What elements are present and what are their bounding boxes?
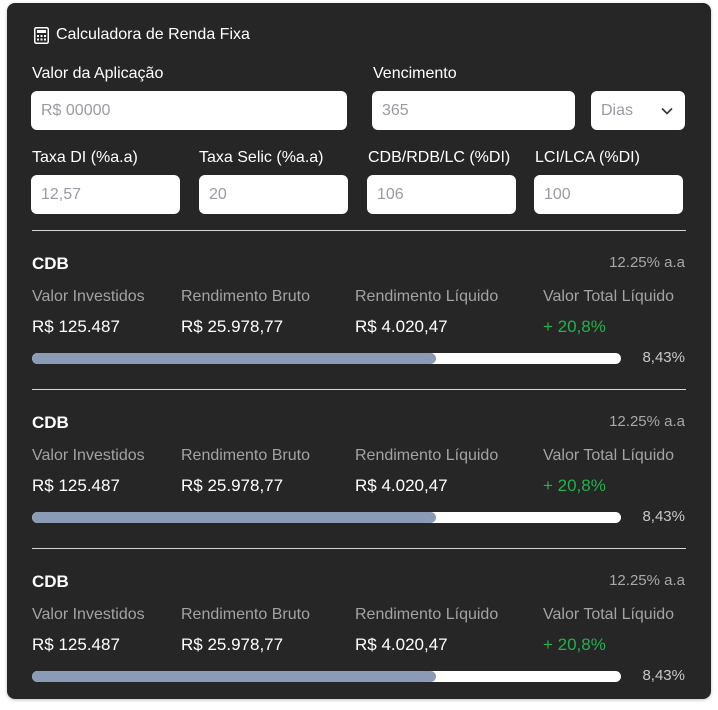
taxa-selic-placeholder: 20	[209, 185, 227, 203]
valor-total-liquido-label: Valor Total Líquido	[543, 447, 675, 464]
section-divider	[32, 230, 686, 231]
lci-lca-placeholder: 100	[544, 185, 571, 203]
valor-aplicacao-label: Valor da Aplicação	[32, 65, 164, 82]
taxa-di-label: Taxa DI (%a.a)	[32, 149, 138, 166]
page-title: Calculadora de Renda Fixa	[56, 26, 250, 43]
valor-investidos-value: R$ 125.487	[32, 476, 120, 495]
progress-percent: 8,43%	[642, 667, 685, 684]
lci-lca-input[interactable]: 100	[534, 175, 683, 214]
period-unit-value: Dias	[601, 101, 634, 119]
valor-investidos-value: R$ 125.487	[32, 317, 120, 336]
valor-total-liquido-value: + 20,8%	[543, 476, 606, 495]
rendimento-liquido-value: R$ 4.020,47	[355, 635, 448, 654]
valor-investidos-value: R$ 125.487	[32, 635, 120, 654]
rendimento-bruto-label: Rendimento Bruto	[181, 288, 310, 305]
taxa-di-input[interactable]: 12,57	[31, 175, 180, 214]
investment-name: CDB	[32, 254, 69, 273]
valor-aplicacao-input[interactable]: R$ 00000	[31, 91, 347, 130]
vencimento-label: Vencimento	[373, 65, 457, 82]
rendimento-liquido-label: Rendimento Líquido	[355, 606, 499, 623]
rendimento-bruto-value: R$ 25.978,77	[181, 635, 284, 654]
valor-aplicacao-placeholder: R$ 00000	[41, 101, 111, 119]
cdb-rdb-lc-input[interactable]: 106	[367, 175, 516, 214]
investment-name: CDB	[32, 572, 69, 591]
rendimento-bruto-value: R$ 25.978,77	[181, 317, 284, 336]
card-header: Calculadora de Renda Fixa	[34, 23, 250, 47]
chevron-down-icon	[661, 102, 673, 120]
calculator-card: Calculadora de Renda Fixa Valor da Aplic…	[7, 3, 711, 699]
valor-total-liquido-label: Valor Total Líquido	[543, 288, 675, 305]
taxa-selic-label: Taxa Selic (%a.a)	[199, 149, 324, 166]
rendimento-liquido-value: R$ 4.020,47	[355, 476, 448, 495]
progress-bar-fill	[32, 512, 437, 523]
taxa-selic-input[interactable]: 20	[199, 175, 348, 214]
progress-bar	[32, 353, 621, 364]
section-divider	[32, 548, 686, 549]
investment-rate: 12.25% a.a	[609, 572, 685, 589]
rendimento-liquido-label: Rendimento Líquido	[355, 288, 499, 305]
investment-name: CDB	[32, 413, 69, 432]
vencimento-input[interactable]: 365	[372, 91, 575, 130]
taxa-di-placeholder: 12,57	[41, 185, 82, 203]
valor-investidos-label: Valor Investidos	[32, 606, 145, 623]
period-unit-select[interactable]: Dias	[591, 91, 685, 130]
valor-investidos-label: Valor Investidos	[32, 447, 145, 464]
investment-rate: 12.25% a.a	[609, 254, 685, 271]
lci-lca-label: LCI/LCA (%DI)	[535, 149, 640, 166]
vencimento-placeholder: 365	[382, 101, 409, 119]
progress-bar	[32, 512, 621, 523]
rendimento-bruto-value: R$ 25.978,77	[181, 476, 284, 495]
valor-total-liquido-value: + 20,8%	[543, 317, 606, 336]
progress-percent: 8,43%	[642, 349, 685, 366]
rendimento-bruto-label: Rendimento Bruto	[181, 447, 310, 464]
section-divider	[32, 389, 686, 390]
calculator-icon	[34, 26, 49, 44]
cdb-rdb-lc-placeholder: 106	[377, 185, 404, 203]
progress-bar-fill	[32, 353, 437, 364]
progress-bar	[32, 671, 621, 682]
progress-bar-fill	[32, 671, 437, 682]
cdb-rdb-lc-label: CDB/RDB/LC (%DI)	[368, 149, 511, 166]
valor-total-liquido-label: Valor Total Líquido	[543, 606, 675, 623]
result-section: CDB 12.25% a.a Valor Investidos Rendimen…	[7, 561, 711, 691]
investment-rate: 12.25% a.a	[609, 413, 685, 430]
result-section: CDB 12.25% a.a Valor Investidos Rendimen…	[7, 243, 711, 373]
valor-investidos-label: Valor Investidos	[32, 288, 145, 305]
rendimento-liquido-label: Rendimento Líquido	[355, 447, 499, 464]
rendimento-liquido-value: R$ 4.020,47	[355, 317, 448, 336]
rendimento-bruto-label: Rendimento Bruto	[181, 606, 310, 623]
result-section: CDB 12.25% a.a Valor Investidos Rendimen…	[7, 402, 711, 532]
valor-total-liquido-value: + 20,8%	[543, 635, 606, 654]
progress-percent: 8,43%	[642, 508, 685, 525]
